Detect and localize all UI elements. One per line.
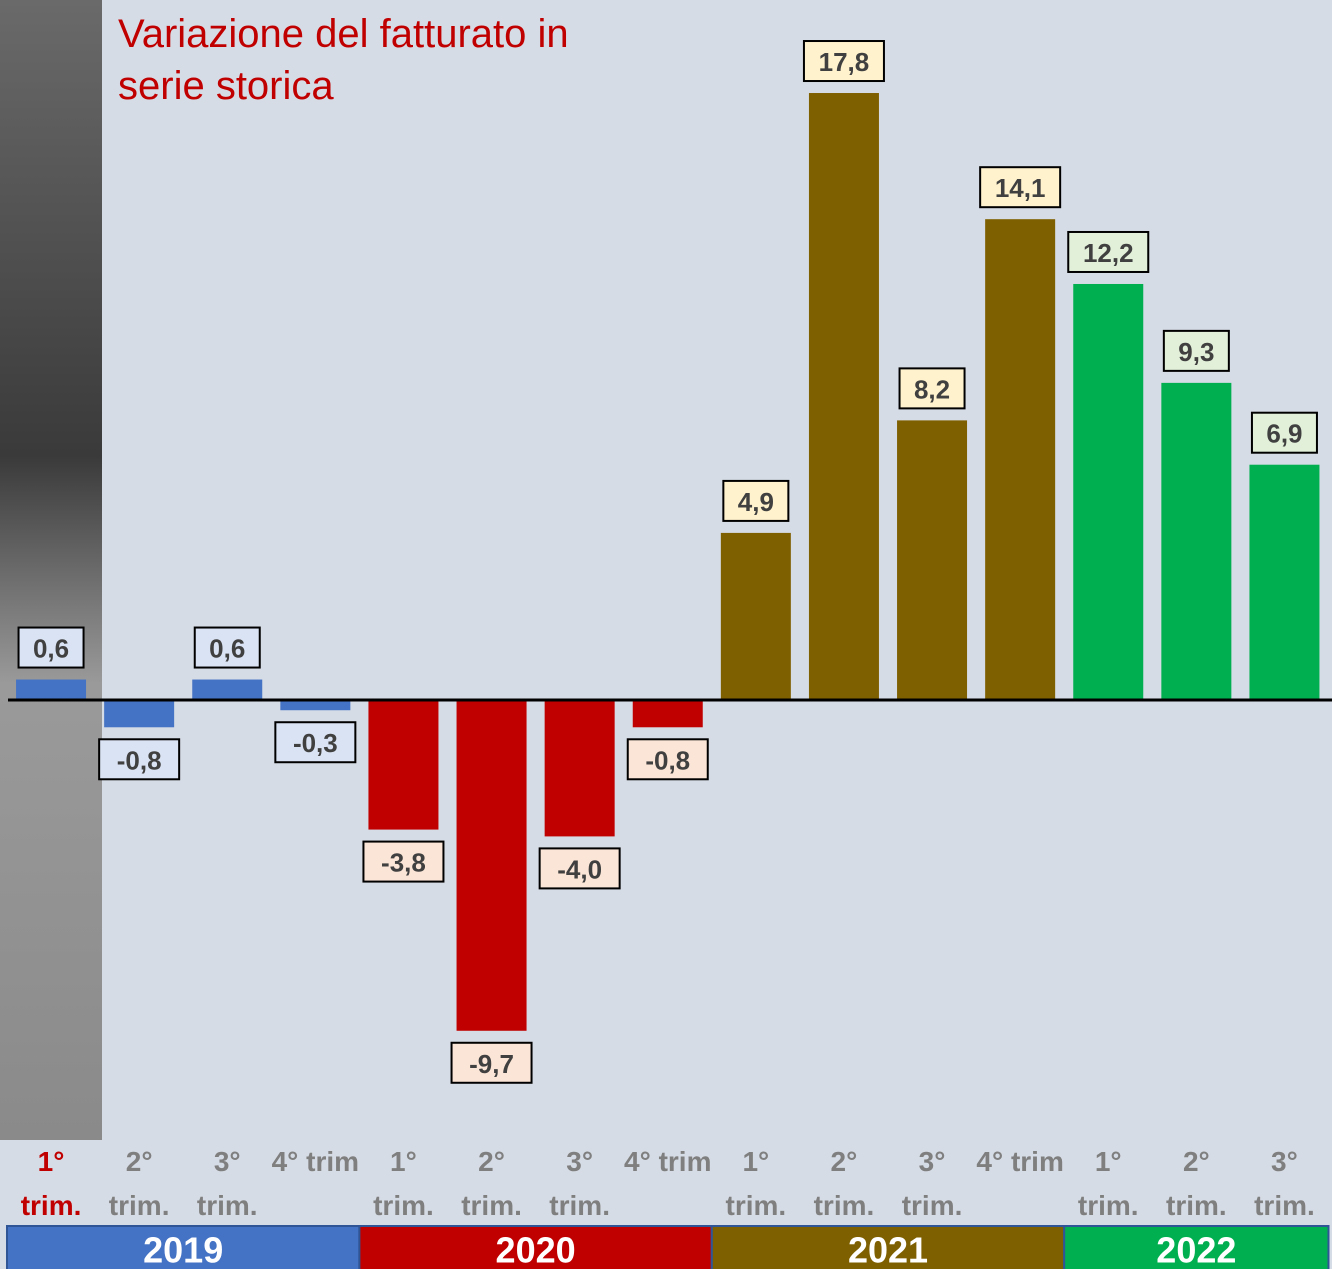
value-label: 17,8 bbox=[819, 47, 870, 77]
value-label: 4,9 bbox=[738, 487, 774, 517]
chart-page: 0,6 -0,8 0,6 -0,3 2019 -3,8 -9,7 -4,0 -0,8 2020 4,… bbox=[0, 0, 1332, 1269]
value-label: 6,9 bbox=[1266, 419, 1302, 449]
value-label: 12,2 bbox=[1083, 238, 1134, 268]
legend-year: 2019 bbox=[143, 1230, 223, 1269]
bar bbox=[633, 700, 703, 727]
x-tick-label: 1° trim. bbox=[1064, 1140, 1152, 1228]
x-tick-label: 2° trim. bbox=[95, 1140, 183, 1228]
value-label: -0,8 bbox=[117, 745, 162, 775]
background-photo bbox=[0, 0, 102, 1140]
value-label: 8,2 bbox=[914, 374, 950, 404]
x-tick-label: 1° trim. bbox=[712, 1140, 800, 1228]
value-label: -4,0 bbox=[557, 854, 602, 884]
chart: 0,6 -0,8 0,6 -0,3 2019 -3,8 -9,7 -4,0 -0,8 2020 4,… bbox=[0, 0, 1332, 1269]
bar bbox=[1249, 465, 1319, 700]
x-tick-label: 4° trim bbox=[271, 1140, 359, 1184]
bar bbox=[545, 700, 615, 836]
bar bbox=[1161, 383, 1231, 700]
legend-year: 2022 bbox=[1156, 1230, 1236, 1269]
bar bbox=[721, 533, 791, 700]
legend-year: 2020 bbox=[496, 1230, 576, 1269]
x-tick-label: 4° trim bbox=[624, 1140, 712, 1184]
value-label: 0,6 bbox=[33, 634, 69, 664]
x-tick-label: 3° trim. bbox=[183, 1140, 271, 1228]
x-tick-label: 2° trim. bbox=[448, 1140, 536, 1228]
bar bbox=[985, 219, 1055, 700]
value-label: -3,8 bbox=[381, 848, 426, 878]
x-tick-label: 2° trim. bbox=[1152, 1140, 1240, 1228]
bar bbox=[368, 700, 438, 830]
bar bbox=[192, 680, 262, 700]
value-label: -0,8 bbox=[645, 745, 690, 775]
x-tick-label: 3° trim. bbox=[536, 1140, 624, 1228]
value-label: -0,3 bbox=[293, 728, 338, 758]
bar bbox=[280, 700, 350, 710]
bar bbox=[897, 420, 967, 700]
chart-title: Variazione del fatturato in serie storic… bbox=[118, 8, 638, 112]
x-tick-label: 2° trim. bbox=[800, 1140, 888, 1228]
value-label: 9,3 bbox=[1178, 337, 1214, 367]
value-label: -9,7 bbox=[469, 1049, 514, 1079]
x-tick-label: 3° trim. bbox=[1240, 1140, 1328, 1228]
bar bbox=[1073, 284, 1143, 700]
value-label: 14,1 bbox=[995, 173, 1046, 203]
x-tick-label: 3° trim. bbox=[888, 1140, 976, 1228]
bar bbox=[809, 93, 879, 700]
bar bbox=[104, 700, 174, 727]
x-tick-label: 1° trim. bbox=[7, 1140, 95, 1228]
value-label: 0,6 bbox=[209, 634, 245, 664]
x-tick-label: 4° trim bbox=[976, 1140, 1064, 1184]
x-tick-label: 1° trim. bbox=[359, 1140, 447, 1228]
bar bbox=[16, 680, 86, 700]
bar bbox=[457, 700, 527, 1031]
legend-year: 2021 bbox=[848, 1230, 928, 1269]
